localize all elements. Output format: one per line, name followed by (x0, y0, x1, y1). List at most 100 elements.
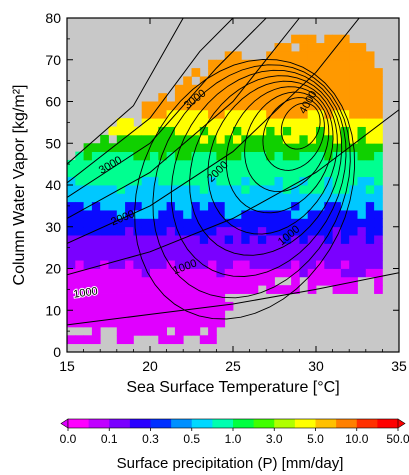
heatmap-cell (199, 168, 209, 178)
heatmap-cell (91, 285, 101, 294)
heatmap-cell (241, 168, 250, 178)
heatmap-cell (83, 235, 93, 244)
heatmap-cell (133, 226, 143, 236)
heatmap-cell (324, 151, 333, 161)
heatmap-cell (116, 235, 126, 244)
heatmap-cell (365, 59, 375, 69)
heatmap-cell (266, 176, 275, 186)
heatmap-cell (183, 310, 192, 319)
heatmap-cell (365, 260, 375, 269)
heatmap-cell (100, 218, 109, 228)
heatmap-cell (307, 185, 317, 194)
heatmap-cell (83, 276, 93, 286)
heatmap-cell (166, 293, 176, 303)
heatmap-cell (158, 201, 167, 211)
heatmap-cell (357, 68, 367, 77)
heatmap-cell (249, 201, 259, 211)
heatmap-cell (349, 276, 358, 286)
heatmap-cell (316, 185, 325, 194)
heatmap-cell (166, 335, 176, 345)
heatmap-cell (108, 151, 118, 161)
heatmap-cell (349, 235, 358, 244)
heatmap-cell (158, 176, 167, 186)
heatmap-cell (133, 276, 143, 286)
heatmap-cell (299, 126, 309, 136)
heatmap-cell (67, 235, 76, 244)
heatmap-cell (299, 176, 309, 186)
heatmap-cell (249, 210, 259, 219)
heatmap-cell (266, 201, 275, 211)
heatmap-cell (216, 301, 226, 311)
heatmap-cell (340, 235, 350, 244)
heatmap-cell (199, 93, 209, 102)
heatmap-cell (108, 126, 118, 136)
heatmap-cell (365, 176, 375, 186)
heatmap-cell (100, 176, 109, 186)
heatmap-cell (282, 84, 292, 94)
heatmap-cell (174, 310, 184, 319)
heatmap-cell (150, 159, 159, 169)
colorbar-segment (191, 419, 213, 428)
heatmap-cell (125, 201, 134, 211)
heatmap-cell (91, 251, 101, 261)
heatmap-cell (266, 51, 275, 61)
heatmap-cell (249, 260, 259, 269)
heatmap-cell (224, 76, 234, 86)
heatmap-cell (166, 268, 176, 278)
heatmap-cell (233, 226, 242, 236)
heatmap-cell (208, 101, 217, 111)
heatmap-cell (191, 84, 201, 94)
heatmap-cell (174, 126, 184, 136)
heatmap-cell (365, 84, 375, 94)
heatmap-cell (141, 318, 151, 328)
heatmap-cell (216, 193, 226, 203)
heatmap-cell (141, 285, 151, 294)
heatmap-cell (91, 226, 101, 236)
heatmap-cell (199, 285, 209, 294)
heatmap-cell (266, 118, 275, 127)
heatmap-cell (100, 185, 109, 194)
y-tick-label: 60 (45, 94, 61, 110)
heatmap-cell (208, 59, 217, 69)
y-axis-label: Column Water Vapor [kg/m²] (11, 85, 28, 286)
heatmap-cell (150, 201, 159, 211)
heatmap-cell (158, 151, 167, 161)
heatmap-cell (307, 134, 317, 144)
heatmap-cell (274, 143, 284, 152)
heatmap-cell (150, 176, 159, 186)
heatmap-cell (233, 251, 242, 261)
heatmap-cell (324, 193, 333, 203)
heatmap-cell (241, 126, 250, 136)
heatmap-cell (349, 251, 358, 261)
heatmap-cell (233, 235, 242, 244)
heatmap-cell (316, 109, 325, 119)
heatmap-cell (108, 235, 118, 244)
heatmap-cell (183, 109, 192, 119)
heatmap-cell (208, 176, 217, 186)
heatmap-cell (75, 251, 84, 261)
heatmap-cell (374, 109, 383, 119)
heatmap-cell (274, 76, 284, 86)
heatmap-cell (208, 268, 217, 278)
heatmap-cell (316, 218, 325, 228)
heatmap-cell (282, 243, 292, 253)
heatmap-cell (332, 59, 342, 69)
heatmap-cell (316, 93, 325, 102)
heatmap-cell (116, 276, 126, 286)
colorbar-segment (315, 419, 337, 428)
heatmap-cell (133, 310, 143, 319)
heatmap-cell (266, 151, 275, 161)
heatmap-cell (141, 185, 151, 194)
heatmap-cell (191, 226, 201, 236)
heatmap-cell (349, 59, 358, 69)
heatmap-cell (125, 268, 134, 278)
heatmap-cell (274, 251, 284, 261)
heatmap-cell (91, 185, 101, 194)
colorbar-right-arrow (397, 418, 406, 429)
heatmap-cell (324, 118, 333, 127)
heatmap-cell (125, 185, 134, 194)
heatmap-cell (266, 159, 275, 169)
heatmap-cell (257, 251, 267, 261)
heatmap-cell (150, 151, 159, 161)
heatmap-cell (125, 251, 134, 261)
